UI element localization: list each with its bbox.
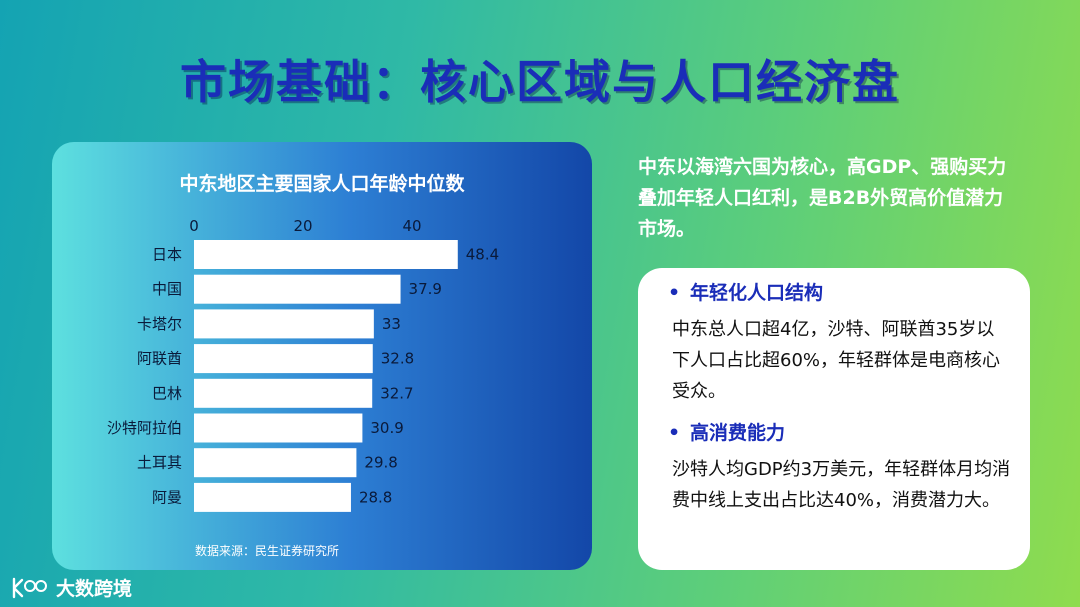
category-label: 阿曼 [152,488,182,506]
page-title: 市场基础：核心区域与人口经济盘 [180,55,900,109]
point-heading-text: 年轻化人口结构 [690,282,824,304]
value-label: 30.9 [370,419,403,437]
k-100-logo-icon [12,577,47,598]
bar [194,344,373,374]
bullet-icon: • [668,422,681,444]
value-label: 37.9 [409,280,442,298]
bar [194,274,401,304]
point-heading-young-population: • 年轻化人口结构 [668,278,823,305]
value-label: 33 [382,315,401,333]
bar [194,413,363,443]
chart-source-note: 数据来源：民生证券研究所 [195,544,340,558]
point-heading-text: 高消费能力 [690,422,786,444]
point-heading-consumption-power: • 高消费能力 [668,418,785,445]
bar [194,240,458,269]
value-label: 29.8 [364,454,397,472]
x-tick-label: 20 [293,217,312,235]
category-label: 土耳其 [137,454,182,472]
value-label: 32.7 [380,384,413,402]
brand-name: 大数跨境 [56,578,133,600]
point-body-consumption-power: 沙特人均GDP约3万美元，年轻群体月均消费中线上支出占比达40%，消费潜力大。 [672,459,1011,511]
intro-text: 中东以海湾六国为核心，高GDP、强购买力叠加年轻人口红利，是B2B外贸高价值潜力… [638,156,1007,240]
point-body-young-population: 中东总人口超4亿，沙特、阿联酋35岁以下人口占比超60%，年轻群体是电商核心受众… [672,319,1001,402]
bar [194,448,357,478]
bar-chart-card: 中东地区主要国家人口年龄中位数 0 20 40 日本 48.4 中国 37.9 卡塔尔 33 阿联酋… [52,142,592,570]
category-label: 日本 [152,246,182,264]
age-median-bar-chart: 中东地区主要国家人口年龄中位数 0 20 40 日本 48.4 中国 37.9 卡塔尔 33 阿联酋… [107,172,499,512]
x-tick-label: 40 [402,217,421,235]
value-label: 48.4 [466,246,499,264]
chart-title: 中东地区主要国家人口年龄中位数 [179,172,465,195]
category-label: 中国 [152,280,182,298]
value-label: 32.8 [381,350,414,368]
bar [194,378,373,408]
value-label: 28.8 [359,488,392,506]
category-label: 阿联酋 [137,350,182,368]
x-tick-label: 0 [189,217,199,235]
bar [194,309,374,339]
category-label: 卡塔尔 [137,315,182,333]
key-points-card: • 年轻化人口结构 中东总人口超4亿，沙特、阿联酋35岁以下人口占比超60%，年轻… [638,268,1030,570]
bar [194,482,351,512]
bullet-icon: • [668,282,681,304]
category-label: 巴林 [152,384,182,402]
category-label: 沙特阿拉伯 [107,419,182,437]
brand-logo: 大数跨境 [10,574,132,601]
